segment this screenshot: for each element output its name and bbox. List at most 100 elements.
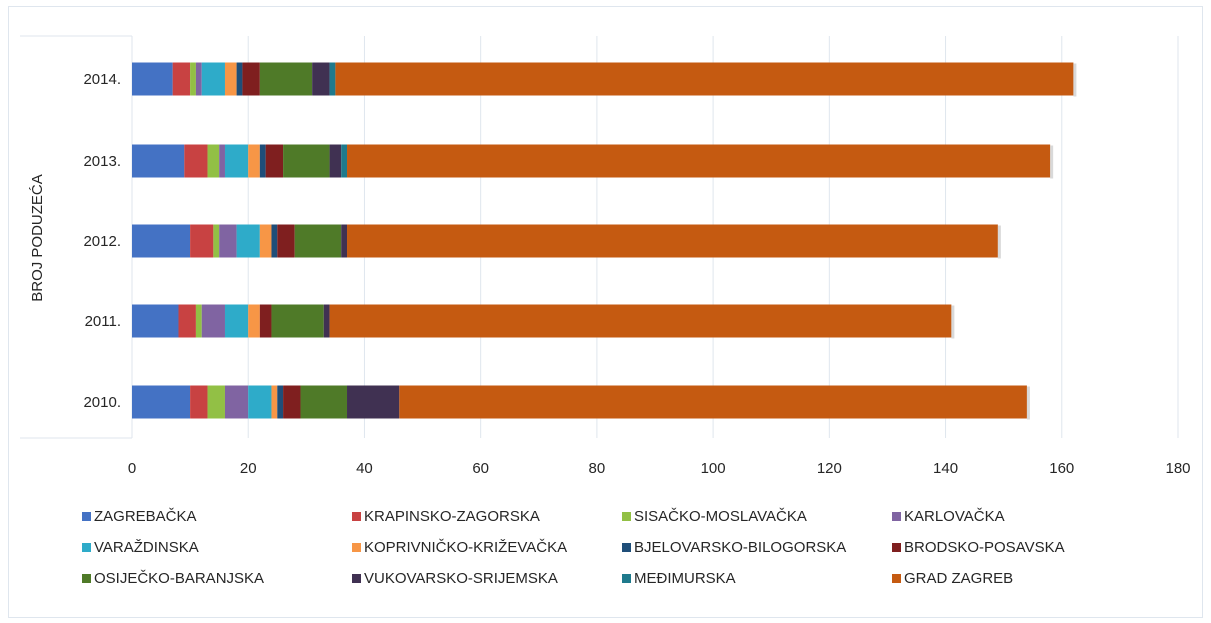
legend-label: VARAŽDINSKA: [94, 538, 199, 556]
bar-segment: [259, 144, 266, 178]
legend-item: KOPRIVNIČKO-KRIŽEVAČKA: [352, 537, 567, 557]
bar-shadow: [997, 225, 1001, 259]
legend-swatch: [622, 573, 631, 583]
legend-item: VARAŽDINSKA: [82, 537, 199, 557]
legend-label: OSIJEČKO-BARANJSKA: [94, 569, 265, 587]
legend-swatch: [352, 573, 361, 583]
legend-item: OSIJEČKO-BARANJSKA: [82, 568, 264, 588]
x-tick-label: 80: [589, 460, 606, 477]
bar-shadow: [1026, 386, 1030, 420]
bar-segment: [347, 144, 1051, 178]
bar-segment: [248, 304, 260, 338]
bar-segment: [294, 224, 342, 258]
y-tick-label: 2013.: [83, 153, 121, 170]
legend-label: BJELOVARSKO-BILOGORSKA: [634, 538, 847, 556]
x-tick-label: 60: [472, 460, 489, 477]
legend-item: MEĐIMURSKA: [622, 568, 736, 588]
bar-segment: [312, 62, 330, 96]
bar-segment: [201, 62, 225, 96]
bar-segment: [329, 144, 342, 178]
legend-swatch: [622, 542, 631, 552]
bar-segment: [224, 304, 249, 338]
bar-segment: [271, 224, 278, 258]
legend-label: KOPRIVNIČKO-KRIŽEVAČKA: [364, 538, 568, 556]
legend-item: ZAGREBAČKA: [82, 506, 197, 526]
bar-segment: [178, 304, 196, 338]
legend-swatch: [82, 511, 91, 521]
bar-shadow: [1073, 63, 1077, 97]
legend-item: SISAČKO-MOSLAVAČKA: [622, 506, 807, 526]
bar-segment: [265, 144, 284, 178]
legend-label: MEĐIMURSKA: [634, 569, 736, 587]
legend-label: VUKOVARSKO-SRIJEMSKA: [364, 569, 558, 587]
legend-item: KRAPINSKO-ZAGORSKA: [352, 506, 540, 526]
bar-segment: [347, 224, 998, 258]
y-tick-label: 2010.: [83, 394, 121, 411]
bar-segment: [132, 304, 179, 338]
legend-label: SISAČKO-MOSLAVAČKA: [634, 507, 807, 525]
bar-segment: [341, 224, 348, 258]
bar-segment: [300, 385, 348, 419]
x-tick-label: 120: [817, 460, 842, 477]
bar-segment: [323, 304, 330, 338]
x-tick-label: 160: [1049, 460, 1074, 477]
legend-swatch: [352, 511, 361, 521]
bar-segment: [219, 144, 225, 178]
bar-segment: [236, 62, 243, 96]
bar-segment: [259, 62, 313, 96]
legend-item: VUKOVARSKO-SRIJEMSKA: [352, 568, 558, 588]
bar-segment: [207, 385, 225, 419]
bar-segment: [184, 144, 208, 178]
y-tick-label: 2014.: [83, 71, 121, 88]
bar-segment: [242, 62, 260, 96]
legend-item: BJELOVARSKO-BILOGORSKA: [622, 537, 846, 557]
bar-segment: [201, 304, 225, 338]
bars: [132, 62, 1077, 420]
bar-segment: [195, 62, 202, 96]
bar-segment: [172, 62, 191, 96]
legend-swatch: [892, 573, 901, 583]
legend-label: KARLOVAČKA: [904, 507, 1005, 525]
bar-segment: [329, 304, 952, 338]
bar-segment: [248, 144, 260, 178]
legend-swatch: [622, 511, 631, 521]
bar-segment: [259, 304, 272, 338]
x-tick-label: 100: [701, 460, 726, 477]
x-tick-label: 180: [1165, 460, 1190, 477]
bar-segment: [190, 62, 196, 96]
bar-segment: [347, 385, 400, 419]
bar-segment: [277, 385, 284, 419]
bar-segment: [224, 62, 237, 96]
bar-shadow: [1050, 145, 1054, 179]
bar-segment: [132, 144, 185, 178]
bar-segment: [132, 224, 191, 258]
bar-segment: [329, 62, 336, 96]
x-tick-label: 40: [356, 460, 373, 477]
legend-label: BRODSKO-POSAVSKA: [904, 538, 1065, 556]
bar-segment: [341, 144, 348, 178]
x-tick-label: 20: [240, 460, 257, 477]
y-tick-label: 2011.: [85, 313, 121, 330]
legend-label: KRAPINSKO-ZAGORSKA: [364, 507, 540, 525]
legend-swatch: [352, 542, 361, 552]
y-axis-title: BROJ PODUZEĆA: [29, 174, 46, 302]
bar-segment: [277, 224, 295, 258]
legend-item: BRODSKO-POSAVSKA: [892, 537, 1065, 557]
y-axis-ticks: 2014. 2013. 2012. 2011. 2010.: [83, 71, 121, 411]
bar-segment: [195, 304, 202, 338]
x-tick-label: 0: [128, 460, 136, 477]
bar-segment: [132, 62, 173, 96]
bar-segment: [399, 385, 1027, 419]
bar-shadow: [951, 305, 955, 339]
bar-segment: [213, 224, 220, 258]
legend-label: GRAD ZAGREB: [904, 569, 1014, 587]
legend-item: GRAD ZAGREB: [892, 568, 1013, 588]
x-tick-label: 140: [933, 460, 958, 477]
bar-segment: [248, 385, 272, 419]
bar-segment: [190, 385, 208, 419]
bar-segment: [283, 144, 330, 178]
bar-segment: [224, 385, 249, 419]
bar-segment: [224, 144, 249, 178]
legend-label: ZAGREBAČKA: [94, 507, 197, 525]
